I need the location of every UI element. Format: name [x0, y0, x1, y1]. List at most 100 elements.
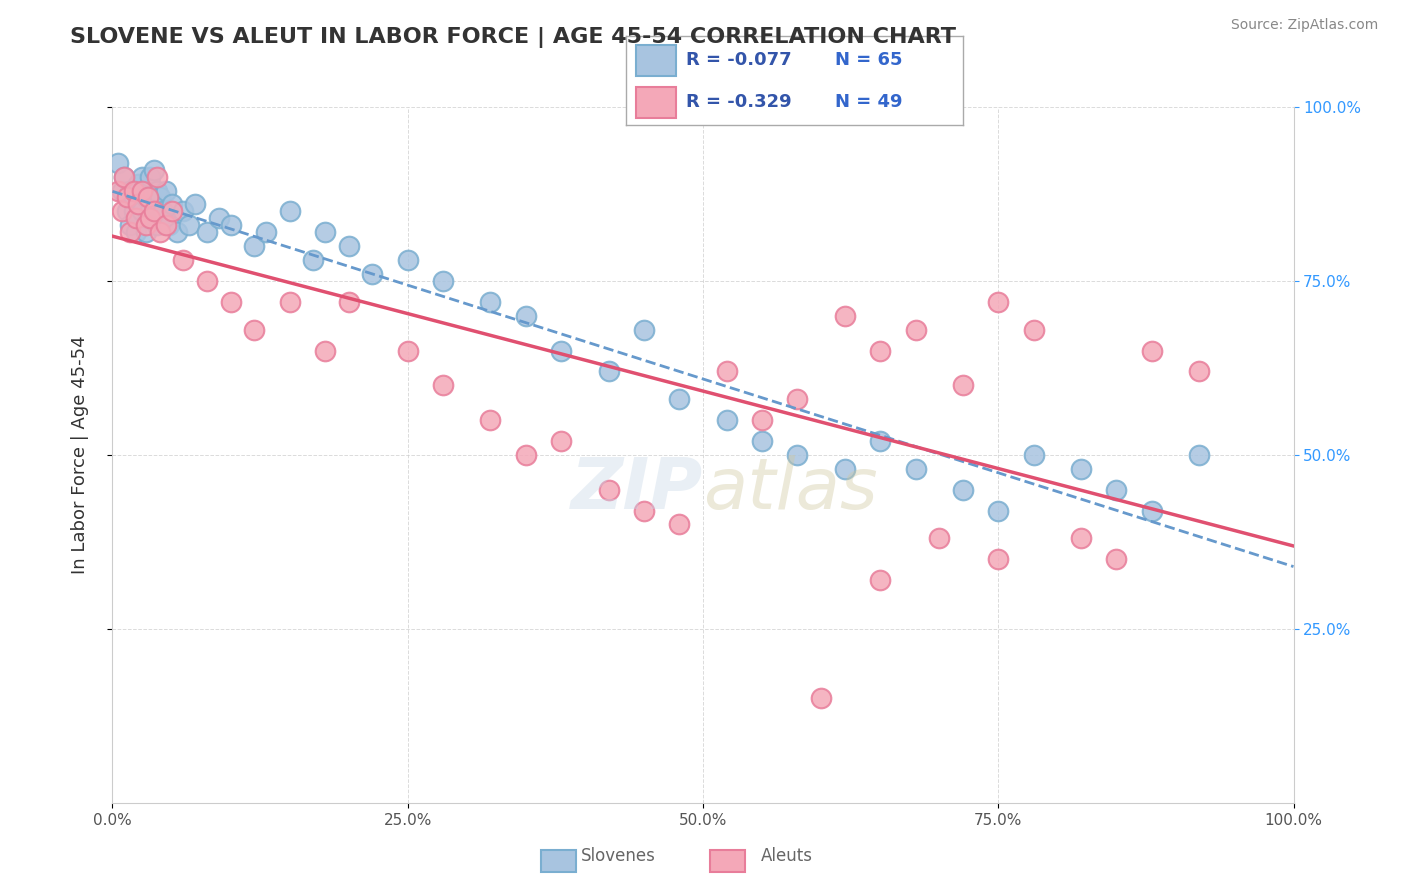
- Point: [127, 197, 149, 211]
- Text: Slovenes: Slovenes: [581, 847, 657, 865]
- Point: [337, 294, 360, 309]
- Point: [111, 204, 134, 219]
- Text: atlas: atlas: [703, 455, 877, 524]
- Point: [254, 225, 277, 239]
- Point: [869, 343, 891, 358]
- Point: [337, 239, 360, 253]
- Point: [1105, 483, 1128, 497]
- Point: [127, 177, 149, 191]
- Point: [149, 190, 172, 204]
- Point: [1022, 448, 1045, 462]
- Text: R = -0.329: R = -0.329: [686, 93, 792, 111]
- Point: [160, 197, 183, 211]
- Point: [278, 204, 301, 219]
- Point: [146, 169, 169, 184]
- Point: [115, 204, 138, 219]
- Point: [278, 294, 301, 309]
- Point: [120, 184, 142, 198]
- Point: [146, 184, 169, 198]
- Point: [904, 323, 927, 337]
- Point: [149, 225, 172, 239]
- Point: [155, 184, 177, 198]
- Text: Source: ZipAtlas.com: Source: ZipAtlas.com: [1230, 18, 1378, 32]
- Point: [668, 392, 690, 407]
- Point: [598, 364, 620, 378]
- Point: [751, 434, 773, 448]
- Text: SLOVENE VS ALEUT IN LABOR FORCE | AGE 45-54 CORRELATION CHART: SLOVENE VS ALEUT IN LABOR FORCE | AGE 45…: [70, 27, 956, 48]
- Point: [550, 343, 572, 358]
- Point: [166, 225, 188, 239]
- Point: [112, 169, 135, 184]
- Point: [550, 434, 572, 448]
- Point: [1070, 462, 1092, 476]
- FancyBboxPatch shape: [636, 45, 676, 76]
- Point: [1022, 323, 1045, 337]
- Text: Aleuts: Aleuts: [762, 847, 813, 865]
- Point: [302, 253, 325, 268]
- FancyBboxPatch shape: [636, 87, 676, 118]
- Point: [131, 204, 153, 219]
- Point: [142, 204, 165, 219]
- Point: [131, 169, 153, 184]
- Point: [219, 219, 242, 233]
- Y-axis label: In Labor Force | Age 45-54: In Labor Force | Age 45-54: [70, 335, 89, 574]
- Text: R = -0.077: R = -0.077: [686, 51, 792, 69]
- Point: [152, 204, 174, 219]
- Point: [716, 364, 738, 378]
- Point: [633, 323, 655, 337]
- Point: [139, 169, 162, 184]
- Point: [987, 294, 1010, 309]
- Point: [125, 211, 148, 226]
- Point: [751, 413, 773, 427]
- Point: [122, 204, 145, 219]
- Point: [396, 253, 419, 268]
- Point: [834, 309, 856, 323]
- Point: [987, 552, 1010, 566]
- Point: [786, 448, 808, 462]
- Point: [136, 211, 159, 226]
- Point: [195, 225, 218, 239]
- Point: [904, 462, 927, 476]
- Point: [1105, 552, 1128, 566]
- Point: [149, 211, 172, 226]
- Point: [869, 434, 891, 448]
- Point: [219, 294, 242, 309]
- Point: [131, 184, 153, 198]
- Point: [1188, 364, 1211, 378]
- Text: N = 65: N = 65: [835, 51, 903, 69]
- Point: [135, 225, 157, 239]
- Point: [157, 219, 180, 233]
- Point: [172, 253, 194, 268]
- Point: [139, 204, 162, 219]
- Point: [479, 413, 502, 427]
- Point: [869, 573, 891, 587]
- Point: [515, 448, 537, 462]
- Point: [155, 219, 177, 233]
- Point: [172, 204, 194, 219]
- Point: [195, 274, 218, 288]
- Point: [432, 274, 454, 288]
- Point: [810, 691, 832, 706]
- Point: [107, 155, 129, 169]
- Point: [115, 190, 138, 204]
- Point: [146, 219, 169, 233]
- Point: [135, 219, 157, 233]
- Point: [716, 413, 738, 427]
- Point: [396, 343, 419, 358]
- Point: [479, 294, 502, 309]
- Point: [834, 462, 856, 476]
- Point: [598, 483, 620, 497]
- Point: [633, 503, 655, 517]
- Point: [952, 483, 974, 497]
- Point: [179, 219, 201, 233]
- Point: [243, 323, 266, 337]
- Point: [987, 503, 1010, 517]
- Point: [361, 267, 384, 281]
- Point: [125, 225, 148, 239]
- Point: [139, 211, 162, 226]
- Point: [1070, 532, 1092, 546]
- Point: [243, 239, 266, 253]
- Point: [142, 197, 165, 211]
- Text: N = 49: N = 49: [835, 93, 903, 111]
- Point: [122, 190, 145, 204]
